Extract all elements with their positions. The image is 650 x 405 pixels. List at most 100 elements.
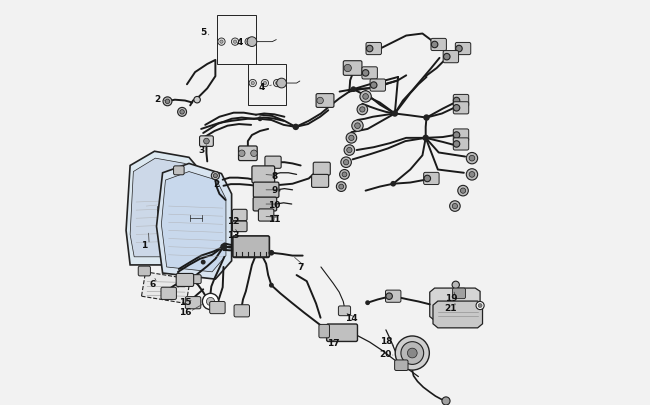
Circle shape xyxy=(453,98,460,104)
Circle shape xyxy=(247,38,257,47)
Circle shape xyxy=(365,301,370,305)
FancyBboxPatch shape xyxy=(453,130,469,142)
Circle shape xyxy=(251,82,254,85)
Circle shape xyxy=(276,82,279,85)
Circle shape xyxy=(341,158,352,168)
Circle shape xyxy=(222,247,227,252)
Text: 2: 2 xyxy=(213,180,219,189)
Circle shape xyxy=(257,117,263,122)
FancyBboxPatch shape xyxy=(254,183,279,198)
Circle shape xyxy=(401,342,424,364)
Text: 15: 15 xyxy=(179,297,191,306)
Circle shape xyxy=(344,145,355,156)
Circle shape xyxy=(163,98,172,107)
Text: 14: 14 xyxy=(345,313,358,322)
Circle shape xyxy=(452,281,460,289)
FancyBboxPatch shape xyxy=(343,62,362,76)
Circle shape xyxy=(165,100,170,104)
Circle shape xyxy=(466,169,478,181)
Circle shape xyxy=(346,148,352,153)
Circle shape xyxy=(343,160,349,166)
Circle shape xyxy=(218,39,225,46)
FancyBboxPatch shape xyxy=(253,198,277,211)
Circle shape xyxy=(432,42,438,49)
FancyBboxPatch shape xyxy=(233,210,247,221)
FancyBboxPatch shape xyxy=(234,305,250,317)
FancyBboxPatch shape xyxy=(189,275,201,284)
Circle shape xyxy=(344,65,352,72)
Circle shape xyxy=(274,80,281,87)
Circle shape xyxy=(336,182,346,192)
Circle shape xyxy=(469,156,474,162)
Circle shape xyxy=(452,204,458,209)
Text: 1: 1 xyxy=(141,241,148,249)
Circle shape xyxy=(466,153,478,164)
FancyBboxPatch shape xyxy=(456,43,471,55)
Circle shape xyxy=(453,105,460,112)
Circle shape xyxy=(424,176,430,182)
Text: 4: 4 xyxy=(259,83,265,92)
Circle shape xyxy=(355,124,360,129)
FancyBboxPatch shape xyxy=(362,68,378,80)
Circle shape xyxy=(180,111,185,115)
FancyBboxPatch shape xyxy=(176,274,194,287)
Circle shape xyxy=(408,348,417,358)
FancyBboxPatch shape xyxy=(138,266,150,276)
Circle shape xyxy=(249,80,256,87)
Circle shape xyxy=(349,136,354,141)
Circle shape xyxy=(478,304,482,308)
FancyBboxPatch shape xyxy=(200,136,213,147)
Circle shape xyxy=(233,41,237,44)
Text: 4: 4 xyxy=(237,38,243,47)
Circle shape xyxy=(453,132,460,139)
Text: 7: 7 xyxy=(298,263,304,272)
Circle shape xyxy=(247,41,250,44)
FancyBboxPatch shape xyxy=(453,139,469,151)
Circle shape xyxy=(370,83,377,89)
Circle shape xyxy=(231,39,239,46)
Text: 21: 21 xyxy=(445,303,457,312)
FancyBboxPatch shape xyxy=(313,163,330,176)
Circle shape xyxy=(261,80,268,87)
Circle shape xyxy=(453,141,460,148)
Circle shape xyxy=(422,135,429,142)
FancyBboxPatch shape xyxy=(385,290,401,303)
Circle shape xyxy=(239,151,245,157)
Circle shape xyxy=(450,201,460,212)
Circle shape xyxy=(292,124,299,131)
Circle shape xyxy=(346,133,357,144)
Circle shape xyxy=(460,189,465,194)
Circle shape xyxy=(263,82,266,85)
Text: 8: 8 xyxy=(271,172,278,181)
Circle shape xyxy=(268,250,274,256)
FancyBboxPatch shape xyxy=(316,94,334,108)
FancyBboxPatch shape xyxy=(452,288,465,299)
Text: 18: 18 xyxy=(380,337,392,345)
Circle shape xyxy=(203,139,209,145)
Circle shape xyxy=(350,87,356,93)
Text: 9: 9 xyxy=(271,186,278,195)
Circle shape xyxy=(391,181,396,187)
FancyBboxPatch shape xyxy=(326,324,358,342)
FancyBboxPatch shape xyxy=(443,51,458,64)
Circle shape xyxy=(277,79,287,89)
Circle shape xyxy=(317,98,324,104)
FancyBboxPatch shape xyxy=(395,360,408,371)
FancyBboxPatch shape xyxy=(185,297,201,309)
FancyBboxPatch shape xyxy=(239,147,257,161)
Circle shape xyxy=(213,174,217,178)
FancyBboxPatch shape xyxy=(453,95,469,107)
Circle shape xyxy=(202,294,218,310)
Text: 17: 17 xyxy=(327,338,339,347)
Text: 16: 16 xyxy=(179,307,191,316)
Circle shape xyxy=(357,105,368,115)
FancyBboxPatch shape xyxy=(424,173,439,185)
FancyBboxPatch shape xyxy=(311,175,329,188)
Polygon shape xyxy=(130,159,196,257)
Circle shape xyxy=(476,302,484,310)
FancyBboxPatch shape xyxy=(174,166,184,175)
Circle shape xyxy=(339,170,349,180)
Polygon shape xyxy=(157,164,231,279)
Circle shape xyxy=(220,244,227,250)
FancyBboxPatch shape xyxy=(366,43,382,55)
